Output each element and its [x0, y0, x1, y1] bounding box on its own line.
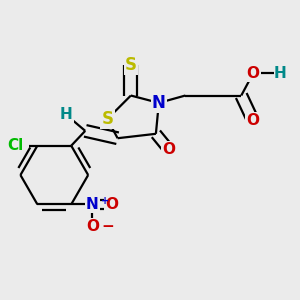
Text: −: − — [101, 219, 114, 234]
Text: Cl: Cl — [7, 138, 23, 153]
Text: +: + — [101, 196, 110, 206]
Text: O: O — [247, 66, 260, 81]
Text: H: H — [274, 66, 286, 81]
Text: S: S — [125, 56, 137, 74]
Text: O: O — [247, 113, 260, 128]
Text: N: N — [152, 94, 166, 112]
Text: O: O — [105, 197, 118, 212]
Text: H: H — [60, 107, 73, 122]
Text: N: N — [86, 197, 99, 212]
Text: S: S — [101, 110, 113, 128]
Text: O: O — [86, 219, 99, 234]
Text: O: O — [163, 142, 176, 158]
